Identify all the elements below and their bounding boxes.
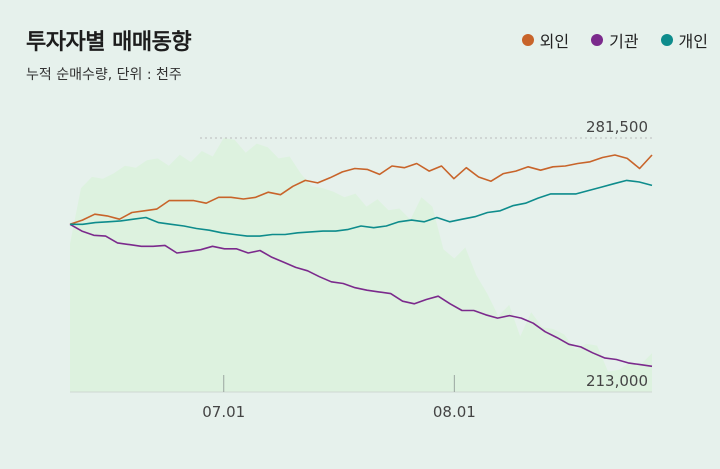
background-area <box>70 138 652 392</box>
legend-item-individual: 개인 <box>660 28 708 52</box>
x-axis-ticks: 07.01 08.01 <box>202 375 476 421</box>
series-line-individual <box>70 179 653 237</box>
max-value-label: 281,500 <box>586 118 648 136</box>
min-value-label: 213,000 <box>586 372 648 390</box>
legend-item-institution: 기관 <box>591 28 639 52</box>
legend-item-foreign: 외인 <box>521 28 570 52</box>
legend-dot-individual <box>660 34 673 46</box>
legend-dot-foreign <box>521 34 534 46</box>
chart-subtitle: 누적 순매수량, 단위 : 천주 <box>26 67 182 83</box>
legend-label-institution: 기관 <box>609 32 639 51</box>
x-tick-label: 07.01 <box>202 403 245 421</box>
series-line-institution <box>69 223 653 368</box>
legend-label-foreign: 외인 <box>539 32 570 51</box>
series-line-foreign <box>69 154 653 226</box>
legend-label-individual: 개인 <box>678 32 708 51</box>
legend-dot-institution <box>591 34 604 46</box>
lines-layer <box>69 154 653 368</box>
chart-title: 투자자별 매매동향 <box>26 30 192 55</box>
legend: 외인 기관 개인 <box>521 28 708 52</box>
area-layer <box>70 138 652 392</box>
grid-layer <box>70 137 652 393</box>
x-tick-label: 08.01 <box>433 403 476 421</box>
